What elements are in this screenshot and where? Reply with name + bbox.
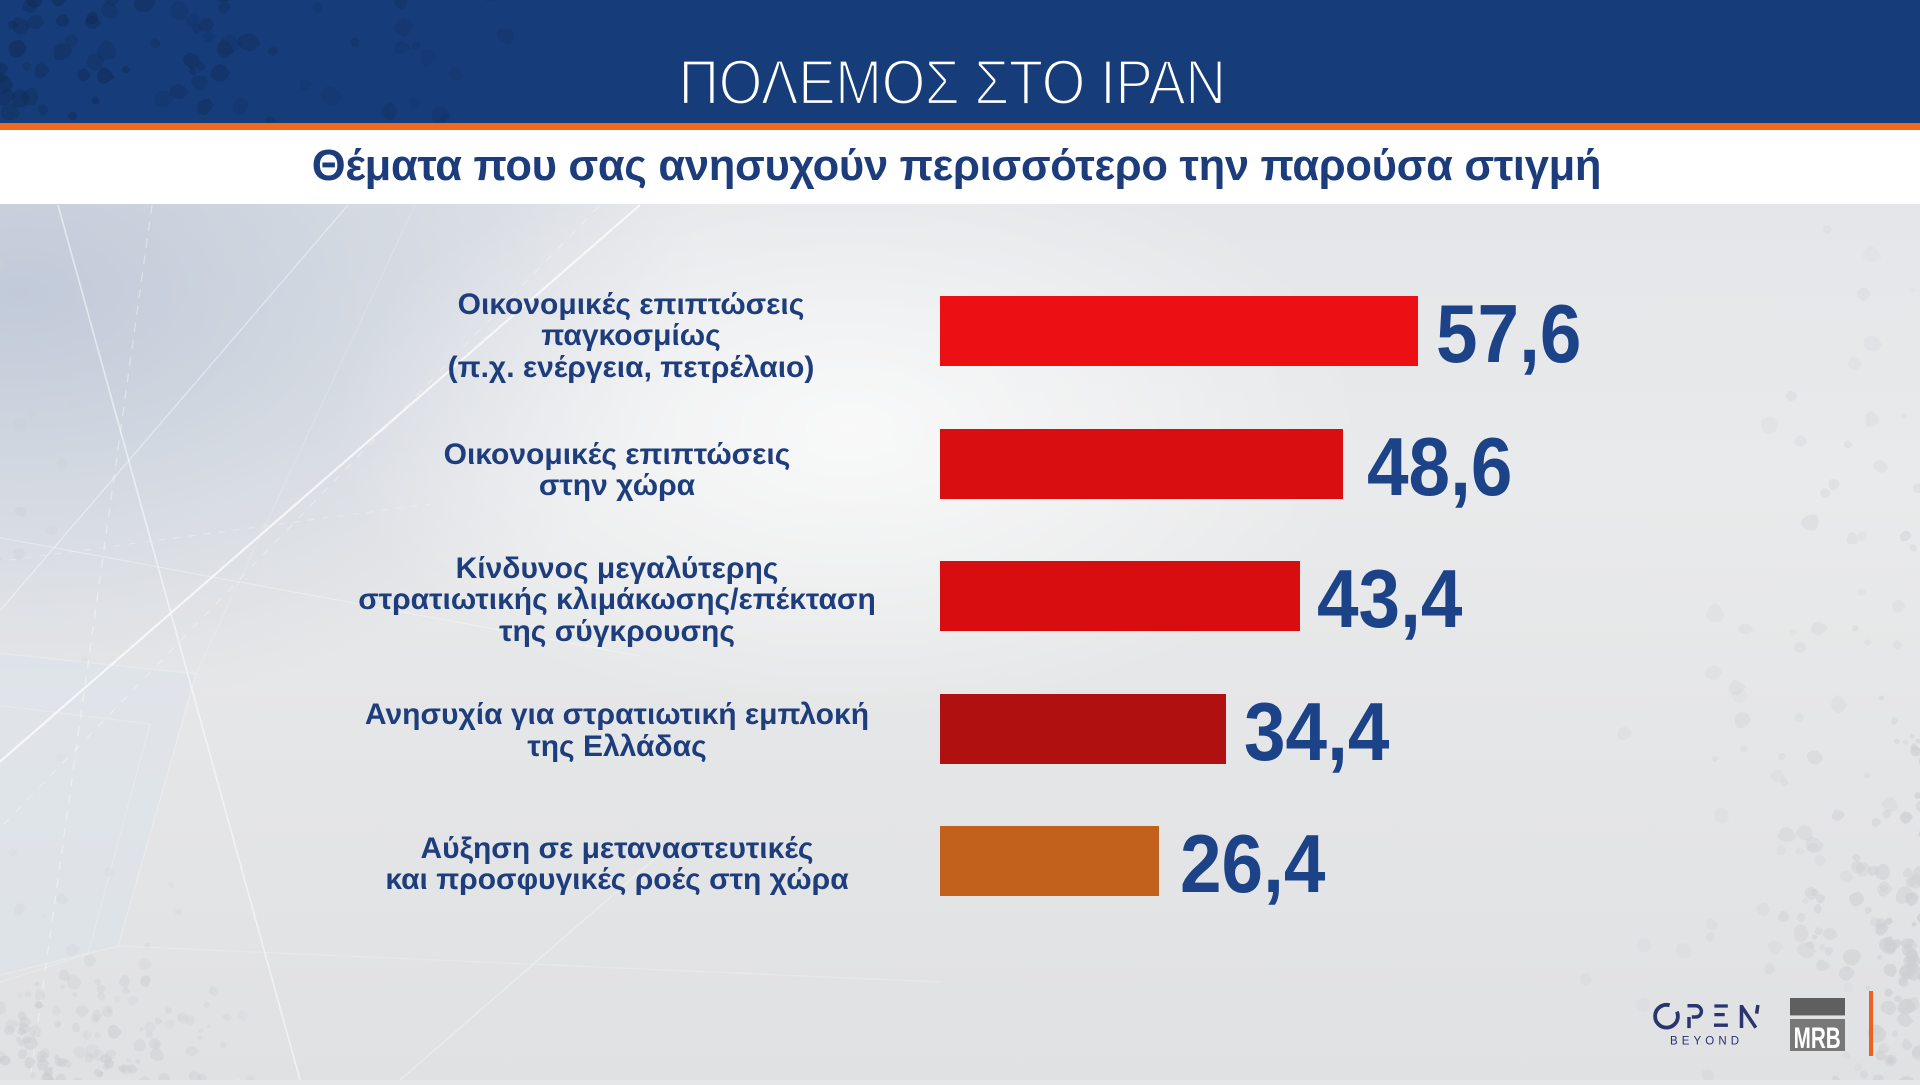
svg-text:MRB: MRB (1794, 1022, 1841, 1051)
svg-text:BEYOND: BEYOND (1670, 1036, 1743, 1048)
